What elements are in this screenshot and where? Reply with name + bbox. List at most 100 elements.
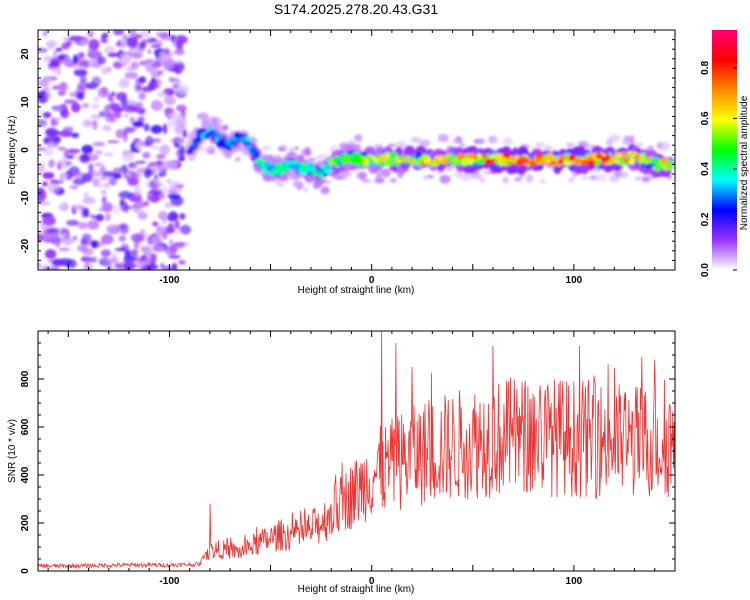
noise-blob — [65, 161, 73, 166]
noise-blob — [113, 30, 125, 36]
noise-blob — [88, 214, 96, 219]
signal-blob — [465, 158, 474, 165]
snr-ticks: -100 0 100 0 200 400 600 800 — [20, 330, 676, 587]
noise-blob — [174, 123, 187, 135]
noise-blob — [44, 249, 57, 260]
noise-blob — [128, 30, 137, 38]
noise-blob — [112, 203, 121, 215]
noise-blob — [119, 223, 129, 235]
halo-blob — [525, 174, 534, 183]
noise-blob — [111, 253, 118, 262]
signal-blob — [499, 161, 507, 166]
noise-blob — [77, 62, 87, 67]
noise-blob — [128, 105, 135, 110]
noise-blob — [38, 119, 48, 127]
halo-blob — [320, 186, 330, 195]
noise-blob — [147, 49, 152, 54]
y-tick-label: 600 — [20, 418, 31, 435]
noise-blob — [43, 75, 56, 82]
y-tick-label: 10 — [20, 96, 31, 108]
signal-blob — [488, 158, 496, 164]
halo-blob — [387, 143, 397, 147]
noise-blob — [150, 44, 161, 48]
noise-blob — [129, 197, 143, 203]
noise-blob — [139, 60, 148, 66]
halo-blob — [589, 175, 598, 181]
noise-blob — [69, 35, 83, 41]
noise-blob — [176, 104, 187, 112]
signal-blob — [228, 143, 235, 148]
noise-blob — [92, 141, 106, 147]
halo-blob — [277, 183, 285, 187]
halo-blob — [488, 136, 500, 145]
signal-blob — [587, 160, 596, 166]
noise-blob — [128, 162, 138, 169]
signal-blob — [645, 156, 651, 163]
noise-blob — [150, 100, 163, 111]
noise-blob — [135, 160, 147, 164]
noise-blob — [38, 201, 51, 206]
halo-blob — [419, 139, 431, 147]
noise-blob — [161, 265, 176, 270]
halo-blob — [294, 146, 299, 151]
noise-blob — [127, 128, 133, 133]
noise-blob — [143, 38, 152, 45]
signal-blob — [437, 155, 445, 163]
noise-blob — [113, 111, 122, 119]
noise-blob — [44, 148, 55, 156]
halo-blob — [216, 116, 223, 125]
halo-blob — [277, 147, 286, 152]
halo-blob — [262, 146, 271, 150]
spectrogram-plot-area — [38, 30, 675, 270]
colorbar-label: Normalized spectral amplitude — [739, 95, 750, 230]
noise-blob — [44, 238, 56, 243]
noise-blob — [129, 116, 135, 125]
spectrogram-ylabel: Frequency (Hz) — [7, 116, 18, 185]
signal-blob — [371, 155, 376, 160]
noise-blob — [81, 144, 94, 154]
halo-blob — [376, 168, 385, 176]
noise-blob — [95, 214, 105, 222]
halo-blob — [198, 146, 208, 153]
signal-blob — [215, 132, 222, 138]
signal-blob — [186, 149, 194, 155]
halo-blob — [659, 141, 671, 151]
noise-blob — [130, 51, 143, 59]
noise-blob — [57, 55, 65, 60]
signal-blob — [507, 161, 513, 166]
noise-blob — [57, 90, 66, 96]
noise-blob — [174, 48, 185, 56]
noise-blob — [82, 247, 94, 256]
noise-blob — [101, 195, 107, 205]
noise-blob — [38, 234, 44, 243]
noise-blob — [110, 91, 116, 96]
halo-blob — [629, 135, 635, 144]
noise-blob — [177, 156, 186, 162]
noise-blob — [75, 92, 85, 100]
noise-blob — [156, 154, 167, 159]
noise-blob — [150, 145, 158, 150]
noise-blob — [42, 215, 56, 226]
colorbar-tick-label: 0.2 — [700, 212, 711, 226]
halo-blob — [539, 179, 546, 184]
noise-blob — [124, 71, 139, 79]
noise-blob — [103, 152, 114, 156]
noise-blob — [103, 45, 115, 55]
noise-blob — [121, 151, 135, 162]
noise-blob — [90, 114, 102, 120]
halo-blob — [296, 186, 303, 190]
noise-blob — [158, 210, 168, 221]
noise-blob — [143, 168, 152, 179]
noise-blob — [162, 218, 167, 225]
halo-blob — [571, 172, 578, 178]
signal-blob — [511, 156, 517, 162]
signal-blob — [629, 151, 638, 157]
signal-blob — [461, 161, 468, 167]
noise-blob — [121, 54, 132, 65]
noise-blob — [120, 201, 128, 212]
noise-blob — [113, 61, 123, 69]
noise-blob — [168, 76, 174, 83]
noise-blob — [163, 95, 176, 106]
noise-blob — [156, 160, 163, 166]
